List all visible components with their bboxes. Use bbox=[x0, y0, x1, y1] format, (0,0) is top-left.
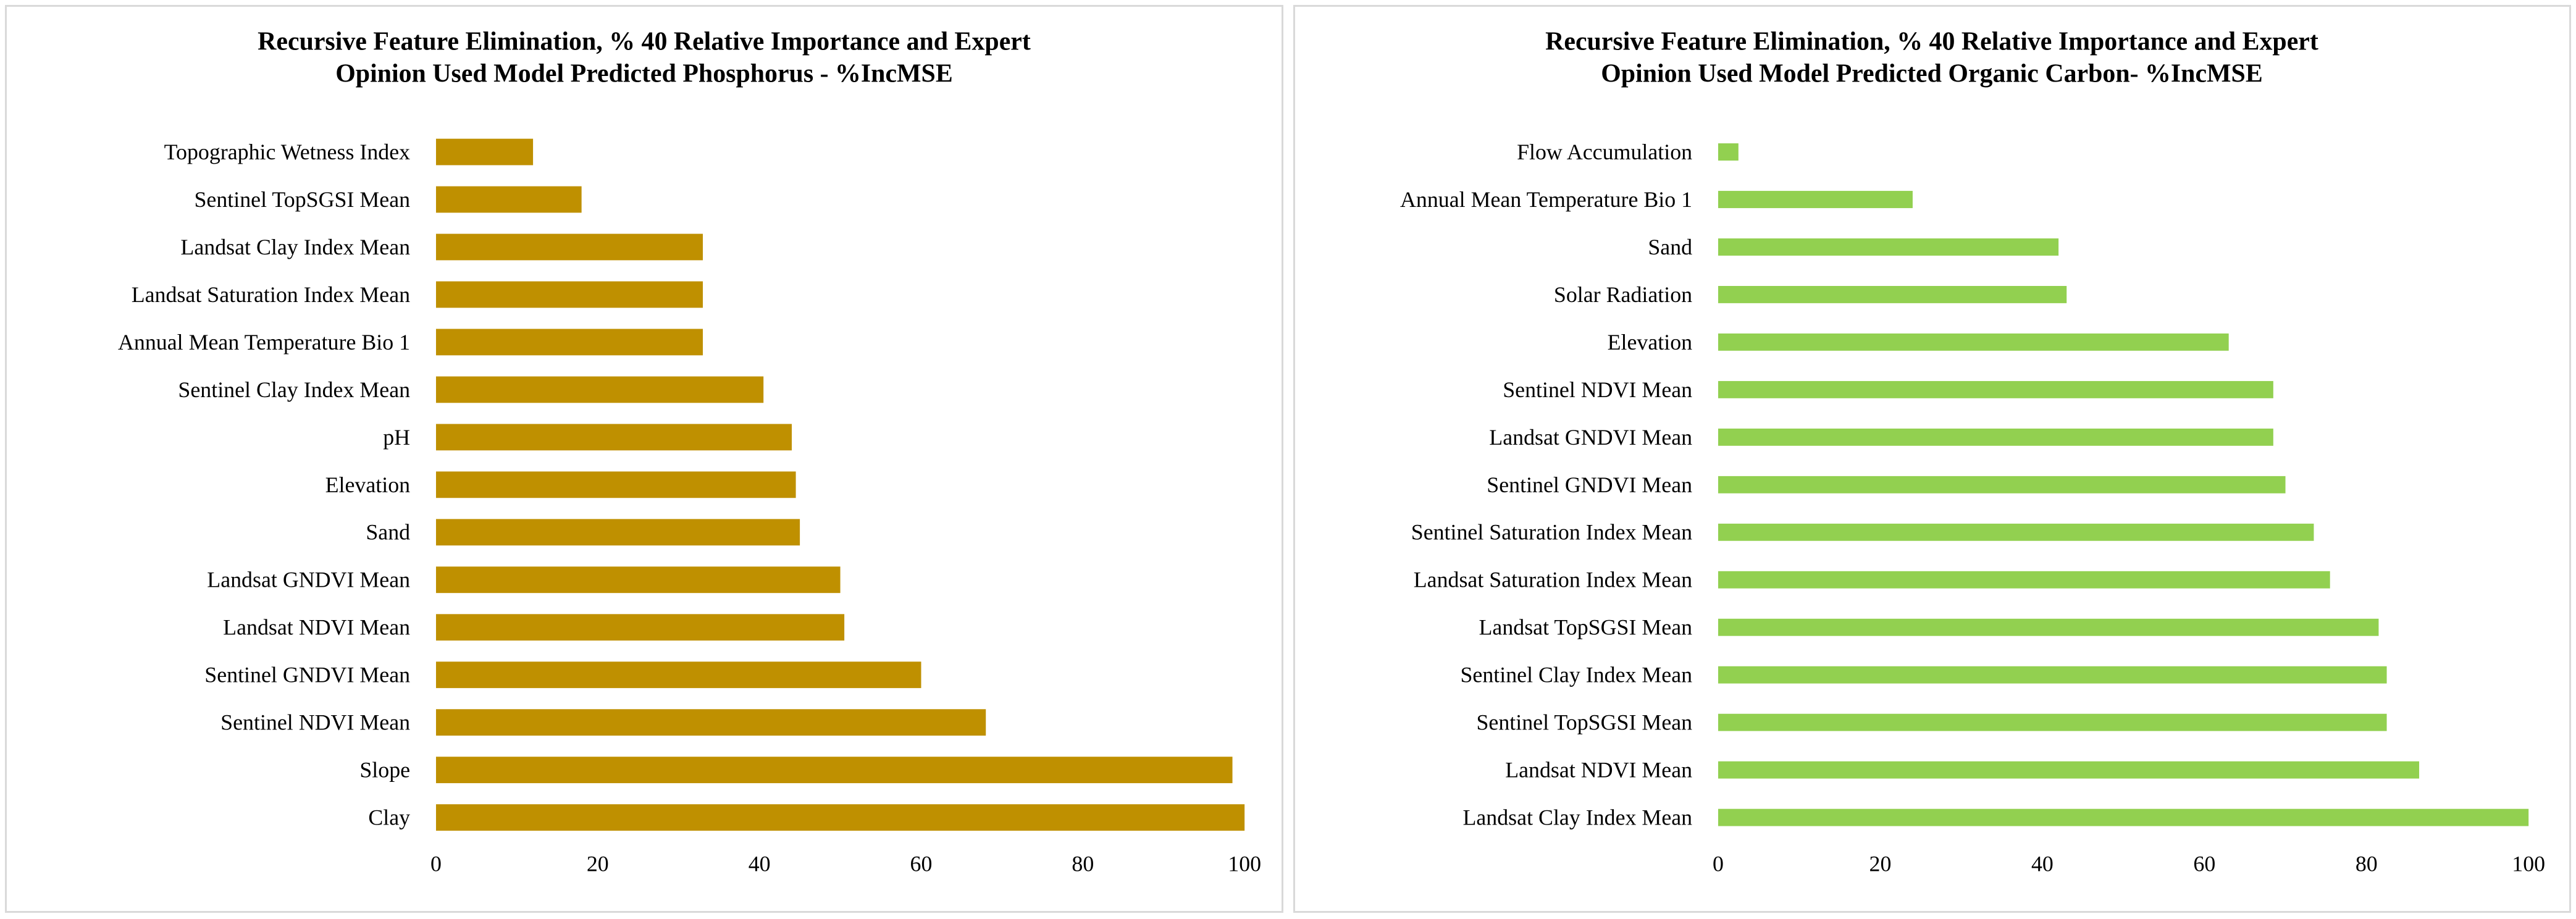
x-tick-label-60: 60 bbox=[910, 851, 933, 876]
bar-sand bbox=[1718, 238, 2059, 256]
category-label-landsat-gndvi-mean: Landsat GNDVI Mean bbox=[207, 568, 410, 592]
category-label-slope: Slope bbox=[359, 758, 410, 783]
category-label-landsat-ndvi-mean: Landsat NDVI Mean bbox=[1505, 758, 1692, 783]
bar-landsat-saturation-index-mean bbox=[1718, 571, 2330, 589]
x-tick-label-60: 60 bbox=[2193, 851, 2215, 876]
x-tick-label-20: 20 bbox=[1869, 851, 1892, 876]
phosphorus-chart-panel: Recursive Feature Elimination, % 40 Rela… bbox=[5, 5, 1283, 913]
bar-landsat-gndvi-mean bbox=[435, 566, 841, 594]
x-tick-label-0: 0 bbox=[1713, 851, 1724, 876]
x-tick-label-40: 40 bbox=[749, 851, 771, 876]
bar-group bbox=[1718, 143, 2529, 826]
bar-slope bbox=[435, 757, 1233, 784]
bar-landsat-ndvi-mean bbox=[1718, 761, 2420, 779]
category-label-sentinel-clay-index-mean: Sentinel Clay Index Mean bbox=[178, 377, 410, 402]
category-label-annual-mean-temperature-bio-1: Annual Mean Temperature Bio 1 bbox=[1400, 187, 1692, 212]
x-axis-ticks: 0 20 40 60 80 100 bbox=[1713, 851, 2545, 876]
category-label-landsat-clay-index-mean: Landsat Clay Index Mean bbox=[180, 235, 410, 259]
chart-title-line-2: Opinion Used Model Predicted Organic Car… bbox=[1601, 60, 2263, 88]
chart-title-line-2: Opinion Used Model Predicted Phosphorus … bbox=[335, 60, 953, 88]
category-label-landsat-clay-index-mean: Landsat Clay Index Mean bbox=[1462, 805, 1692, 830]
bar-sand bbox=[435, 519, 800, 546]
phosphorus-chart: Recursive Feature Elimination, % 40 Rela… bbox=[118, 28, 1261, 876]
bar-clay bbox=[435, 804, 1245, 831]
category-label-clay: Clay bbox=[368, 805, 410, 830]
x-tick-label-80: 80 bbox=[1072, 851, 1094, 876]
x-tick-label-100: 100 bbox=[2512, 851, 2545, 876]
bar-topographic-wetness-index bbox=[435, 138, 534, 166]
bar-sentinel-topsgsi-mean bbox=[1718, 713, 2387, 731]
category-label-landsat-saturation-index-mean: Landsat Saturation Index Mean bbox=[132, 282, 410, 307]
x-axis-ticks: 0 20 40 60 80 100 bbox=[430, 851, 1261, 876]
category-label-sentinel-gndvi-mean: Sentinel GNDVI Mean bbox=[1487, 472, 1692, 497]
bar-landsat-gndvi-mean bbox=[1718, 428, 2273, 446]
x-tick-label-80: 80 bbox=[2356, 851, 2378, 876]
bar-landsat-ndvi-mean bbox=[435, 614, 845, 641]
bar-sentinel-gndvi-mean bbox=[1718, 476, 2286, 493]
category-label-elevation: Elevation bbox=[325, 472, 411, 497]
category-label-sentinel-clay-index-mean: Sentinel Clay Index Mean bbox=[1460, 663, 1692, 687]
bar-flow-accumulation bbox=[1718, 143, 1739, 161]
category-label-landsat-gndvi-mean: Landsat GNDVI Mean bbox=[1489, 425, 1692, 450]
bar-landsat-topsgsi-mean bbox=[1718, 618, 2379, 636]
category-label-landsat-saturation-index-mean: Landsat Saturation Index Mean bbox=[1414, 568, 1692, 592]
bar-annual-mean-temperature-bio-1 bbox=[1718, 191, 1913, 208]
chart-title-line-1: Recursive Feature Elimination, % 40 Rela… bbox=[258, 28, 1031, 56]
category-label-flow-accumulation: Flow Accumulation bbox=[1517, 140, 1692, 164]
bar-sentinel-clay-index-mean bbox=[1718, 666, 2387, 684]
x-tick-label-0: 0 bbox=[430, 851, 442, 876]
bar-ph bbox=[435, 424, 792, 451]
category-label-landsat-topsgsi-mean: Landsat TopSGSI Mean bbox=[1479, 615, 1692, 640]
bar-solar-radiation bbox=[1718, 286, 2067, 303]
bar-sentinel-saturation-index-mean bbox=[1718, 523, 2314, 541]
bar-annual-mean-temperature-bio-1 bbox=[435, 329, 703, 356]
bar-sentinel-ndvi-mean bbox=[435, 709, 986, 736]
category-label-sand: Sand bbox=[1648, 235, 1692, 259]
category-label-annual-mean-temperature-bio-1: Annual Mean Temperature Bio 1 bbox=[118, 330, 410, 355]
category-label-sentinel-topsgsi-mean: Sentinel TopSGSI Mean bbox=[194, 187, 410, 212]
bar-landsat-clay-index-mean bbox=[1718, 808, 2529, 826]
category-label-ph: pH bbox=[383, 425, 410, 450]
bar-elevation bbox=[1718, 333, 2229, 351]
category-label-topographic-wetness-index: Topographic Wetness Index bbox=[164, 140, 411, 164]
bar-elevation bbox=[435, 471, 796, 498]
category-label-sentinel-saturation-index-mean: Sentinel Saturation Index Mean bbox=[1411, 520, 1692, 545]
chart-title-line-1: Recursive Feature Elimination, % 40 Rela… bbox=[1545, 28, 2318, 56]
bar-group bbox=[435, 138, 1245, 831]
bar-sentinel-topsgsi-mean bbox=[435, 186, 582, 213]
category-label-sentinel-ndvi-mean: Sentinel NDVI Mean bbox=[1503, 377, 1692, 402]
bar-sentinel-clay-index-mean bbox=[435, 376, 764, 403]
category-label-sentinel-ndvi-mean: Sentinel NDVI Mean bbox=[220, 710, 410, 735]
category-labels: Flow Accumulation Annual Mean Temperature… bbox=[1400, 140, 1692, 830]
category-label-sentinel-gndvi-mean: Sentinel GNDVI Mean bbox=[204, 663, 410, 687]
category-labels: Topographic Wetness Index Sentinel TopSGS… bbox=[118, 140, 410, 830]
x-tick-label-40: 40 bbox=[2031, 851, 2054, 876]
x-tick-label-100: 100 bbox=[1228, 851, 1261, 876]
bar-sentinel-ndvi-mean bbox=[1718, 380, 2273, 398]
bar-landsat-saturation-index-mean bbox=[435, 281, 703, 308]
organic-carbon-chart-panel: Recursive Feature Elimination, % 40 Rela… bbox=[1293, 5, 2571, 913]
category-label-landsat-ndvi-mean: Landsat NDVI Mean bbox=[223, 615, 410, 640]
category-label-sentinel-topsgsi-mean: Sentinel TopSGSI Mean bbox=[1476, 710, 1692, 735]
category-label-elevation: Elevation bbox=[1608, 330, 1693, 355]
bar-landsat-clay-index-mean bbox=[435, 233, 703, 261]
category-label-solar-radiation: Solar Radiation bbox=[1554, 282, 1692, 307]
x-tick-label-20: 20 bbox=[587, 851, 609, 876]
organic-carbon-chart: Recursive Feature Elimination, % 40 Rela… bbox=[1400, 28, 2545, 876]
bar-sentinel-gndvi-mean bbox=[435, 661, 921, 689]
category-label-sand: Sand bbox=[366, 520, 410, 545]
